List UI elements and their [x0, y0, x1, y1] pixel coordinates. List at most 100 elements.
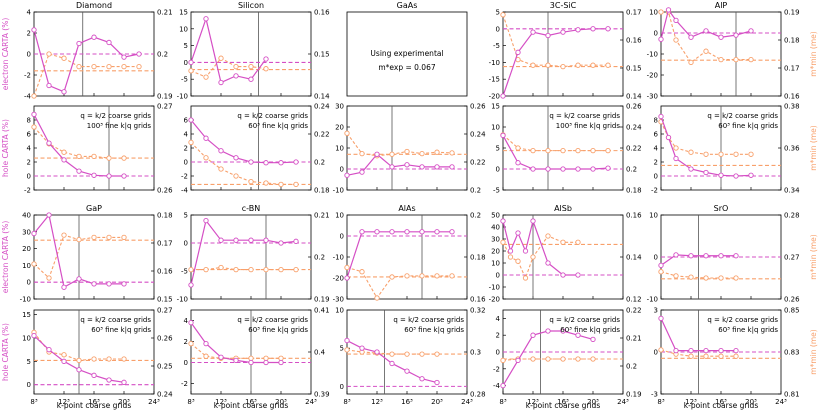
subplot-title: GaAs — [397, 1, 418, 10]
y2-tick-label: 0.22 — [470, 159, 486, 167]
mass-point — [248, 355, 254, 361]
carta-point — [404, 162, 410, 168]
y-tick-label: 5 — [496, 9, 500, 17]
mass-point — [278, 181, 284, 188]
annotation-line-1: q = k/2 coarse grids — [707, 316, 778, 324]
subplot-title: GaP — [86, 204, 102, 213]
carta-point — [293, 159, 299, 165]
subplot-sro: SrO -10 0 10 0.26 0.27 0.28 — [647, 204, 801, 304]
mass-point — [530, 356, 536, 362]
subplot-panel-5: -2 0 2 4 6 8 0.26 0.27 q = k/2 coarse grids 100³ … — [24, 103, 173, 195]
carta-point — [61, 157, 67, 163]
mass-point — [31, 124, 37, 130]
carta-point — [278, 160, 284, 166]
mass-point — [590, 356, 596, 362]
mass-point — [91, 356, 97, 362]
x-tick-label: 20³ — [745, 398, 757, 406]
y-tick-label: 6 — [184, 117, 189, 125]
carta-point — [263, 160, 269, 166]
mass-point — [515, 145, 521, 151]
x-tick-label: 12³ — [215, 398, 227, 406]
mass-point — [658, 9, 664, 15]
carta-point — [665, 134, 672, 141]
carta-point — [76, 276, 82, 282]
y-tick-label: 8 — [27, 117, 31, 125]
carta-point — [344, 337, 350, 344]
mass-point — [718, 275, 724, 281]
carta-point — [374, 349, 380, 355]
x-tick-label: 8³ — [30, 398, 37, 406]
y2-tick-label: 0.85 — [784, 307, 800, 315]
y2-tick-label: 0.17 — [784, 65, 800, 73]
y-tick-label: 2 — [184, 145, 188, 153]
mass-point — [703, 275, 709, 281]
mass-point — [106, 356, 112, 362]
mass-point — [673, 37, 679, 43]
mass-point — [121, 155, 127, 161]
mass-point — [278, 355, 284, 361]
y-tick-label: 0 — [340, 233, 344, 241]
subplot-c-bn: c-BN -10 -5 0 5 0.19 0.2 0.21 — [177, 204, 330, 304]
y2-tick-label: 0.16 — [470, 296, 486, 304]
y-tick-label: -10 — [177, 93, 188, 101]
carta-point — [233, 357, 239, 364]
y-tick-label: 0 — [496, 25, 500, 33]
mass-point — [500, 357, 506, 364]
y2-tick-label: 0.26 — [784, 296, 800, 304]
carta-point — [188, 117, 194, 123]
carta-point — [46, 347, 52, 353]
y2-tick-label: 0.2 — [157, 51, 168, 59]
plot-frame — [502, 214, 624, 300]
carta-point — [733, 347, 739, 354]
carta-point — [389, 229, 395, 235]
mass-point — [278, 266, 284, 273]
annotation-line-2: 100³ fine k|q grids — [556, 122, 621, 130]
carta-point — [359, 169, 365, 175]
x-tick-label: 24³ — [461, 398, 473, 406]
y2-tick-label: 0.15 — [314, 51, 330, 59]
carta-point — [500, 218, 506, 224]
y-tick-label: 50 — [491, 212, 500, 220]
carta-point — [121, 173, 127, 179]
carta-point — [91, 34, 97, 40]
carta-point — [673, 347, 679, 354]
carta-point — [673, 252, 679, 258]
y-tick-label: 6 — [27, 131, 32, 139]
annotation-line-2: 60³ fine k|q grids — [248, 122, 308, 130]
left-label-hole-top: hole CARTA (%) — [1, 119, 10, 177]
carta-point — [688, 253, 694, 259]
carta-point — [76, 40, 82, 47]
carta-point — [359, 229, 365, 235]
mass-point — [91, 153, 97, 160]
y2-tick-label: 0.14 — [626, 93, 642, 101]
y-tick-label: 2 — [27, 159, 31, 167]
y-tick-label: -20 — [647, 72, 658, 80]
x-tick-label: 12³ — [371, 398, 383, 406]
y2-tick-label: 0.27 — [784, 254, 800, 262]
mass-point — [61, 352, 67, 358]
mass-point — [61, 149, 67, 155]
carta-point — [278, 240, 284, 246]
mass-point — [718, 151, 724, 157]
mass-point — [121, 63, 127, 70]
carta-point — [263, 237, 269, 243]
mass-point — [658, 269, 664, 275]
carta-series-line — [190, 219, 297, 286]
y-tick-label: -4 — [493, 382, 501, 390]
mass-point — [688, 59, 694, 66]
y-tick-label: -5 — [181, 76, 188, 84]
carta-point — [91, 172, 97, 178]
mass-point — [434, 273, 440, 279]
carta-point — [449, 229, 455, 235]
y2-tick-label: 0.26 — [157, 187, 173, 195]
mass-point — [590, 147, 596, 154]
mass-point — [688, 149, 694, 155]
annotation-line-1: q = k/2 coarse grids — [393, 316, 464, 324]
y-tick-label: 0 — [27, 381, 31, 389]
y2-tick-label: 0.17 — [626, 9, 642, 17]
mass-point — [203, 266, 209, 273]
subplot-title: AlAs — [398, 204, 415, 213]
y2-tick-label: 0.19 — [314, 296, 330, 304]
mass-point — [31, 261, 37, 267]
mass-point — [263, 355, 269, 361]
